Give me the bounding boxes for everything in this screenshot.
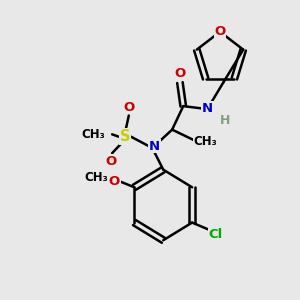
Text: O: O: [174, 67, 185, 80]
Text: CH₃: CH₃: [194, 135, 217, 148]
Text: N: N: [149, 140, 160, 153]
Text: O: O: [123, 101, 134, 114]
Text: H: H: [220, 114, 231, 127]
Text: N: N: [202, 102, 213, 115]
Text: O: O: [105, 155, 117, 168]
Text: Cl: Cl: [208, 228, 223, 241]
Text: CH₃: CH₃: [85, 171, 109, 184]
Text: O: O: [214, 25, 226, 38]
Text: O: O: [109, 175, 120, 188]
Text: S: S: [120, 129, 131, 144]
Text: CH₃: CH₃: [81, 128, 105, 141]
